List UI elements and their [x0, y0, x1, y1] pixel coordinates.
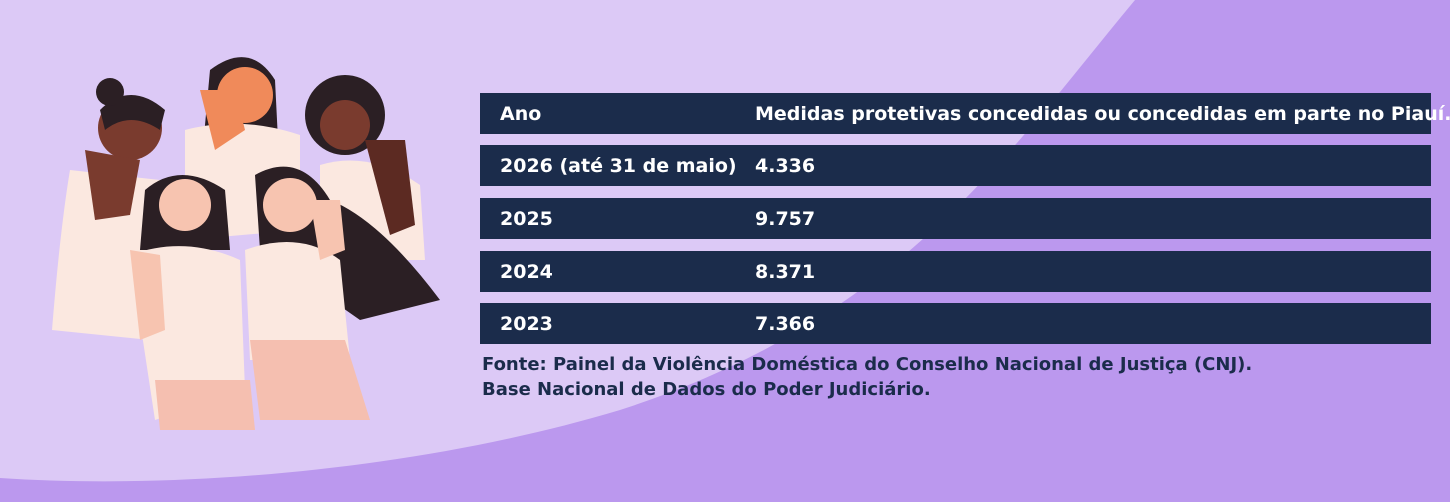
- source-line: Base Nacional de Dados do Poder Judiciár…: [482, 379, 931, 400]
- source-line: Fonte: Painel da Violência Doméstica do …: [482, 354, 1253, 375]
- year-cell: 2026 (até 31 de maio): [500, 154, 737, 177]
- value-cell: 8.371: [755, 260, 816, 283]
- year-cell: 2024: [500, 260, 553, 283]
- year-cell: 2023: [500, 312, 553, 335]
- table-row: 2023 7.366: [480, 303, 1431, 344]
- header-cell: Medidas protetivas concedidas ou concedi…: [755, 102, 1450, 125]
- illustration: [52, 57, 440, 430]
- header-cell: Ano: [500, 102, 542, 125]
- value-cell: 4.336: [755, 154, 816, 177]
- table-row: 2025 9.757: [480, 198, 1431, 239]
- year-cell: 2025: [500, 207, 553, 230]
- table-row: 2024 8.371: [480, 251, 1431, 292]
- value-cell: 7.366: [755, 312, 816, 335]
- table-header: Ano Medidas protetivas concedidas ou con…: [480, 93, 1450, 134]
- table-row: 2026 (até 31 de maio) 4.336: [480, 145, 1431, 186]
- value-cell: 9.757: [755, 207, 816, 230]
